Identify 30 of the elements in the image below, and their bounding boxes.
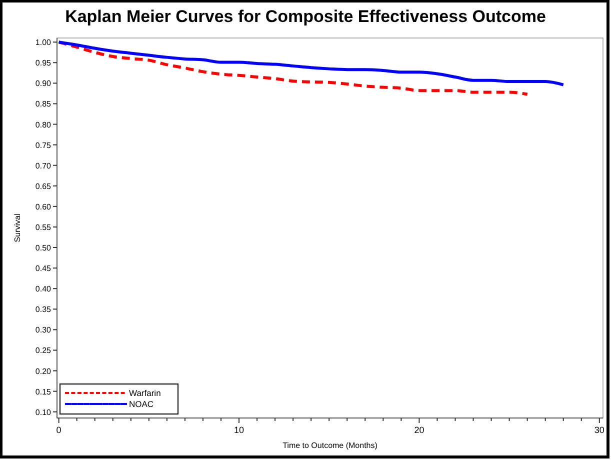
y-tick-label: 0.75 bbox=[35, 140, 52, 150]
x-tick-label: 20 bbox=[414, 425, 424, 435]
y-tick-label: 0.30 bbox=[35, 326, 52, 335]
y-tick-label: 0.25 bbox=[35, 346, 52, 356]
y-tick-label: 1.00 bbox=[35, 38, 52, 48]
y-tick-label: 0.55 bbox=[35, 222, 52, 232]
legend-label: Warfarin bbox=[129, 388, 162, 398]
x-tick-label: 10 bbox=[234, 425, 244, 435]
y-axis-title: Survival bbox=[13, 214, 22, 242]
line-series bbox=[57, 40, 529, 96]
x-tick-label: 30 bbox=[594, 425, 604, 435]
y-tick-label: 0.85 bbox=[35, 100, 52, 109]
y-tick-label: 0.10 bbox=[35, 408, 52, 417]
y-tick-label: 0.95 bbox=[35, 58, 52, 68]
y-tick-label: 0.70 bbox=[35, 161, 52, 170]
y-tick-label: 0.50 bbox=[35, 244, 52, 253]
y-tick-label: 0.15 bbox=[35, 387, 52, 396]
y-tick-label: 0.80 bbox=[35, 120, 52, 130]
y-tick-label: 0.35 bbox=[35, 305, 52, 314]
y-tick-label: 0.40 bbox=[35, 284, 52, 294]
chart-title: Kaplan Meier Curves for Composite Effectiveness Outcome bbox=[65, 7, 546, 26]
y-tick-label: 0.60 bbox=[35, 202, 52, 212]
y-tick-label: 0.20 bbox=[35, 366, 52, 376]
x-axis-title: Time to Outcome (Months) bbox=[282, 441, 378, 450]
line-series bbox=[57, 40, 565, 86]
x-tick-label: 0 bbox=[56, 425, 62, 435]
y-tick-label: 0.45 bbox=[35, 264, 52, 274]
y-tick-label: 0.65 bbox=[35, 182, 52, 191]
legend-label: NOAC bbox=[129, 399, 154, 409]
y-tick-label: 0.90 bbox=[35, 79, 52, 88]
